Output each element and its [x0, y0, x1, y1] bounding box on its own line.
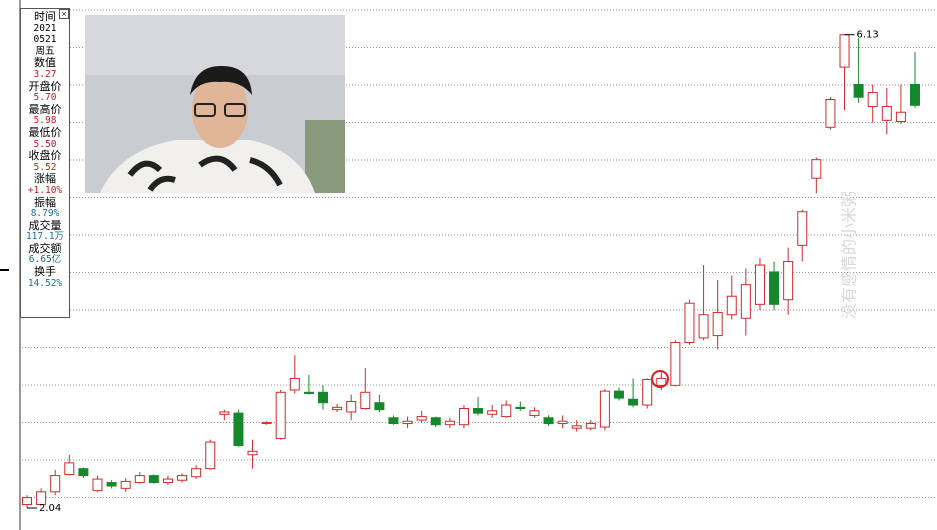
info-label: 开盘价 — [21, 81, 69, 93]
info-label: 涨幅 — [21, 173, 69, 185]
candle-body — [784, 262, 793, 300]
info-value: 2021 — [21, 23, 69, 35]
candle-body — [854, 84, 863, 97]
screen: 没有感情的小米粥 6.13 2.04 ×时间20210521周五数值3.27开盘价… — [0, 0, 937, 530]
info-label: 成交量 — [21, 220, 69, 232]
candle-body — [586, 424, 595, 429]
candle-body — [347, 402, 356, 412]
candle-body — [262, 422, 271, 423]
video-plant — [305, 120, 345, 193]
candle-body — [896, 112, 905, 121]
info-label: 换手 — [21, 266, 69, 278]
watermark: 没有感情的小米粥 — [840, 191, 859, 319]
close-icon[interactable]: × — [59, 9, 69, 19]
candle-body — [770, 272, 779, 304]
info-value: 0521 — [21, 34, 69, 46]
chart: 没有感情的小米粥 6.13 2.04 — [0, 0, 937, 530]
video-wall — [85, 15, 345, 75]
candle-body — [474, 408, 483, 413]
candle-body — [121, 481, 130, 488]
candle-body — [488, 411, 497, 414]
candle-body — [445, 421, 454, 424]
candle-body — [107, 483, 116, 486]
candle-body — [882, 106, 891, 120]
candle-body — [333, 407, 342, 409]
candle-body — [671, 343, 680, 386]
low-annotation: 2.04 — [39, 503, 61, 514]
video-overlay — [85, 15, 345, 193]
candle-body — [248, 451, 257, 454]
candle-body — [319, 392, 328, 402]
info-label: 最高价 — [21, 104, 69, 116]
info-value: 5.70 — [21, 92, 69, 104]
info-value: +1.10% — [21, 185, 69, 197]
candle-body — [840, 35, 849, 67]
candle-body — [417, 417, 426, 420]
info-label: 成交额 — [21, 243, 69, 255]
info-label: 最低价 — [21, 127, 69, 139]
candle-body — [234, 413, 243, 445]
candle-body — [685, 303, 694, 342]
candle-body — [361, 392, 370, 408]
candle-body — [741, 285, 750, 319]
candle-body — [812, 160, 821, 179]
candle-body — [431, 418, 440, 425]
candle-body — [93, 479, 102, 491]
candle-body — [206, 442, 215, 469]
candle-body — [502, 405, 511, 417]
candle-body — [629, 399, 638, 405]
candle-body — [375, 403, 384, 410]
candle-body — [727, 296, 736, 315]
candle-body — [615, 391, 624, 398]
candle-body — [798, 212, 807, 246]
candle-body — [51, 476, 60, 492]
candle-body — [135, 476, 144, 483]
info-label: 收盘价 — [21, 150, 69, 162]
candle-body — [65, 463, 74, 475]
candle-body — [572, 426, 581, 428]
candle-body — [192, 469, 201, 477]
info-label: 数值 — [21, 57, 69, 69]
candle-body — [699, 315, 708, 338]
candle-body — [389, 418, 398, 424]
candle-body — [276, 392, 285, 438]
candle-body — [657, 378, 666, 385]
candle-body — [220, 412, 229, 414]
candle-body — [826, 100, 835, 128]
info-value: 8.79% — [21, 208, 69, 220]
candle-body — [643, 380, 652, 405]
candle-body — [23, 498, 32, 505]
candle-body — [459, 408, 468, 424]
candle-body — [403, 421, 412, 423]
info-value: 14.52% — [21, 278, 69, 290]
candle-body — [713, 312, 722, 335]
candle-body — [304, 392, 313, 393]
high-annotation: 6.13 — [857, 30, 879, 41]
candle-body — [149, 476, 158, 483]
candle-body — [755, 265, 764, 304]
info-label: 振幅 — [21, 197, 69, 209]
candle-body — [178, 476, 187, 481]
candle-body — [544, 418, 553, 424]
candle-body — [163, 479, 172, 482]
candle-body — [516, 407, 525, 408]
info-value: 3.27 — [21, 69, 69, 81]
candle-body — [530, 411, 539, 416]
candle-body — [600, 391, 609, 427]
candle-body — [290, 378, 299, 390]
candle-body — [79, 469, 88, 476]
candle-body — [558, 421, 567, 423]
candle-body — [868, 93, 877, 107]
candle-body — [911, 84, 920, 105]
